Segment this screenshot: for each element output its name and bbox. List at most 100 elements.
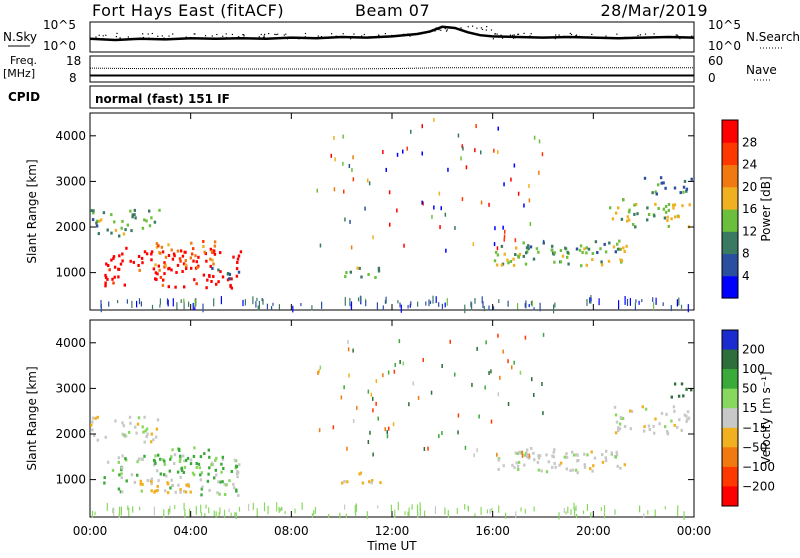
- data-cell: [360, 275, 363, 279]
- data-cell: [676, 299, 678, 307]
- data-cell: [301, 502, 303, 510]
- data-cell: [117, 456, 120, 460]
- data-cell: [159, 472, 162, 476]
- data-cell: [105, 262, 108, 266]
- data-cell: [638, 300, 640, 305]
- data-cell: [582, 510, 585, 515]
- data-cell: [620, 259, 624, 263]
- y-tick-label: 2000: [55, 427, 86, 441]
- data-cell: [350, 245, 353, 250]
- data-cell: [218, 512, 220, 516]
- data-cell: [517, 460, 521, 464]
- data-cell: [214, 468, 217, 472]
- data-cell: [347, 347, 350, 352]
- colorbar-segment: [722, 369, 738, 390]
- data-cell: [498, 299, 500, 304]
- data-cell: [497, 458, 500, 462]
- data-cell: [166, 298, 169, 305]
- nsky-dot: [231, 33, 233, 36]
- nsky-dot: [616, 33, 618, 35]
- data-cell: [533, 135, 536, 140]
- data-cell: [96, 438, 99, 442]
- data-cell: [386, 430, 388, 435]
- nsearch-tick-bottom: 10^0: [708, 39, 741, 53]
- data-cell: [248, 504, 250, 511]
- nsky-dot: [341, 36, 343, 38]
- data-cell: [202, 240, 205, 243]
- data-cell: [117, 300, 119, 304]
- data-cell: [565, 511, 567, 515]
- data-cell: [159, 275, 163, 279]
- data-cell: [515, 246, 518, 250]
- data-cell: [396, 152, 399, 157]
- data-cell: [471, 382, 473, 387]
- data-cell: [536, 460, 540, 464]
- data-cell: [154, 271, 158, 275]
- data-cell: [92, 209, 95, 213]
- nsky-dot: [142, 36, 144, 39]
- nsky-dot: [447, 26, 449, 28]
- data-cell: [447, 510, 449, 518]
- data-cell: [596, 251, 599, 254]
- data-cell: [239, 250, 243, 254]
- data-cell: [554, 465, 557, 469]
- data-cell: [139, 506, 141, 511]
- nsky-dot: [342, 37, 344, 39]
- colorbar-segment: [722, 209, 738, 232]
- data-cell: [526, 452, 529, 456]
- data-cell: [121, 252, 124, 256]
- data-cell: [367, 440, 370, 444]
- data-cell: [212, 275, 215, 278]
- data-cell: [355, 512, 357, 516]
- data-cell: [377, 269, 381, 273]
- colorbar-segment: [722, 253, 738, 277]
- data-cell: [184, 509, 186, 516]
- data-cell: [480, 200, 483, 205]
- data-cell: [630, 409, 634, 413]
- data-cell: [352, 177, 355, 182]
- data-cell: [617, 426, 620, 430]
- nsky-tick-top: 10^5: [43, 18, 76, 32]
- data-cell: [372, 452, 374, 457]
- data-cell: [153, 506, 155, 516]
- data-cell: [124, 228, 127, 232]
- data-cell: [532, 451, 535, 455]
- data-cell: [181, 254, 185, 258]
- data-cell: [509, 260, 513, 263]
- colorbar-tick-label: 8: [742, 247, 750, 261]
- data-cell: [221, 275, 225, 279]
- data-cell: [366, 511, 368, 519]
- data-cell: [617, 429, 620, 432]
- data-cell: [221, 480, 224, 484]
- colorbar-segment: [722, 388, 738, 409]
- data-cell: [123, 433, 126, 437]
- data-cell: [467, 506, 469, 512]
- data-cell: [517, 468, 520, 471]
- data-cell: [198, 466, 201, 470]
- data-cell: [677, 505, 679, 511]
- data-cell: [139, 482, 142, 486]
- data-cell: [213, 476, 216, 480]
- data-cell: [387, 370, 390, 375]
- data-cell: [345, 271, 348, 275]
- nsky-dot: [263, 35, 265, 37]
- data-cell: [150, 250, 154, 254]
- data-cell: [673, 186, 677, 190]
- data-cell: [319, 243, 322, 248]
- nsky-dot: [624, 36, 626, 38]
- data-cell: [214, 459, 217, 462]
- data-cell: [482, 301, 484, 308]
- data-cell: [605, 449, 608, 453]
- data-cell: [208, 488, 211, 492]
- data-cell: [590, 512, 592, 518]
- colorbar-segment: [722, 486, 738, 507]
- nsky-dot: [337, 35, 339, 38]
- data-cell: [651, 191, 654, 195]
- data-cell: [111, 468, 115, 472]
- data-cell: [174, 505, 176, 510]
- data-cell: [90, 423, 93, 427]
- data-cell: [614, 250, 617, 254]
- data-cell: [604, 459, 608, 463]
- data-cell: [125, 479, 128, 483]
- data-cell: [206, 479, 210, 483]
